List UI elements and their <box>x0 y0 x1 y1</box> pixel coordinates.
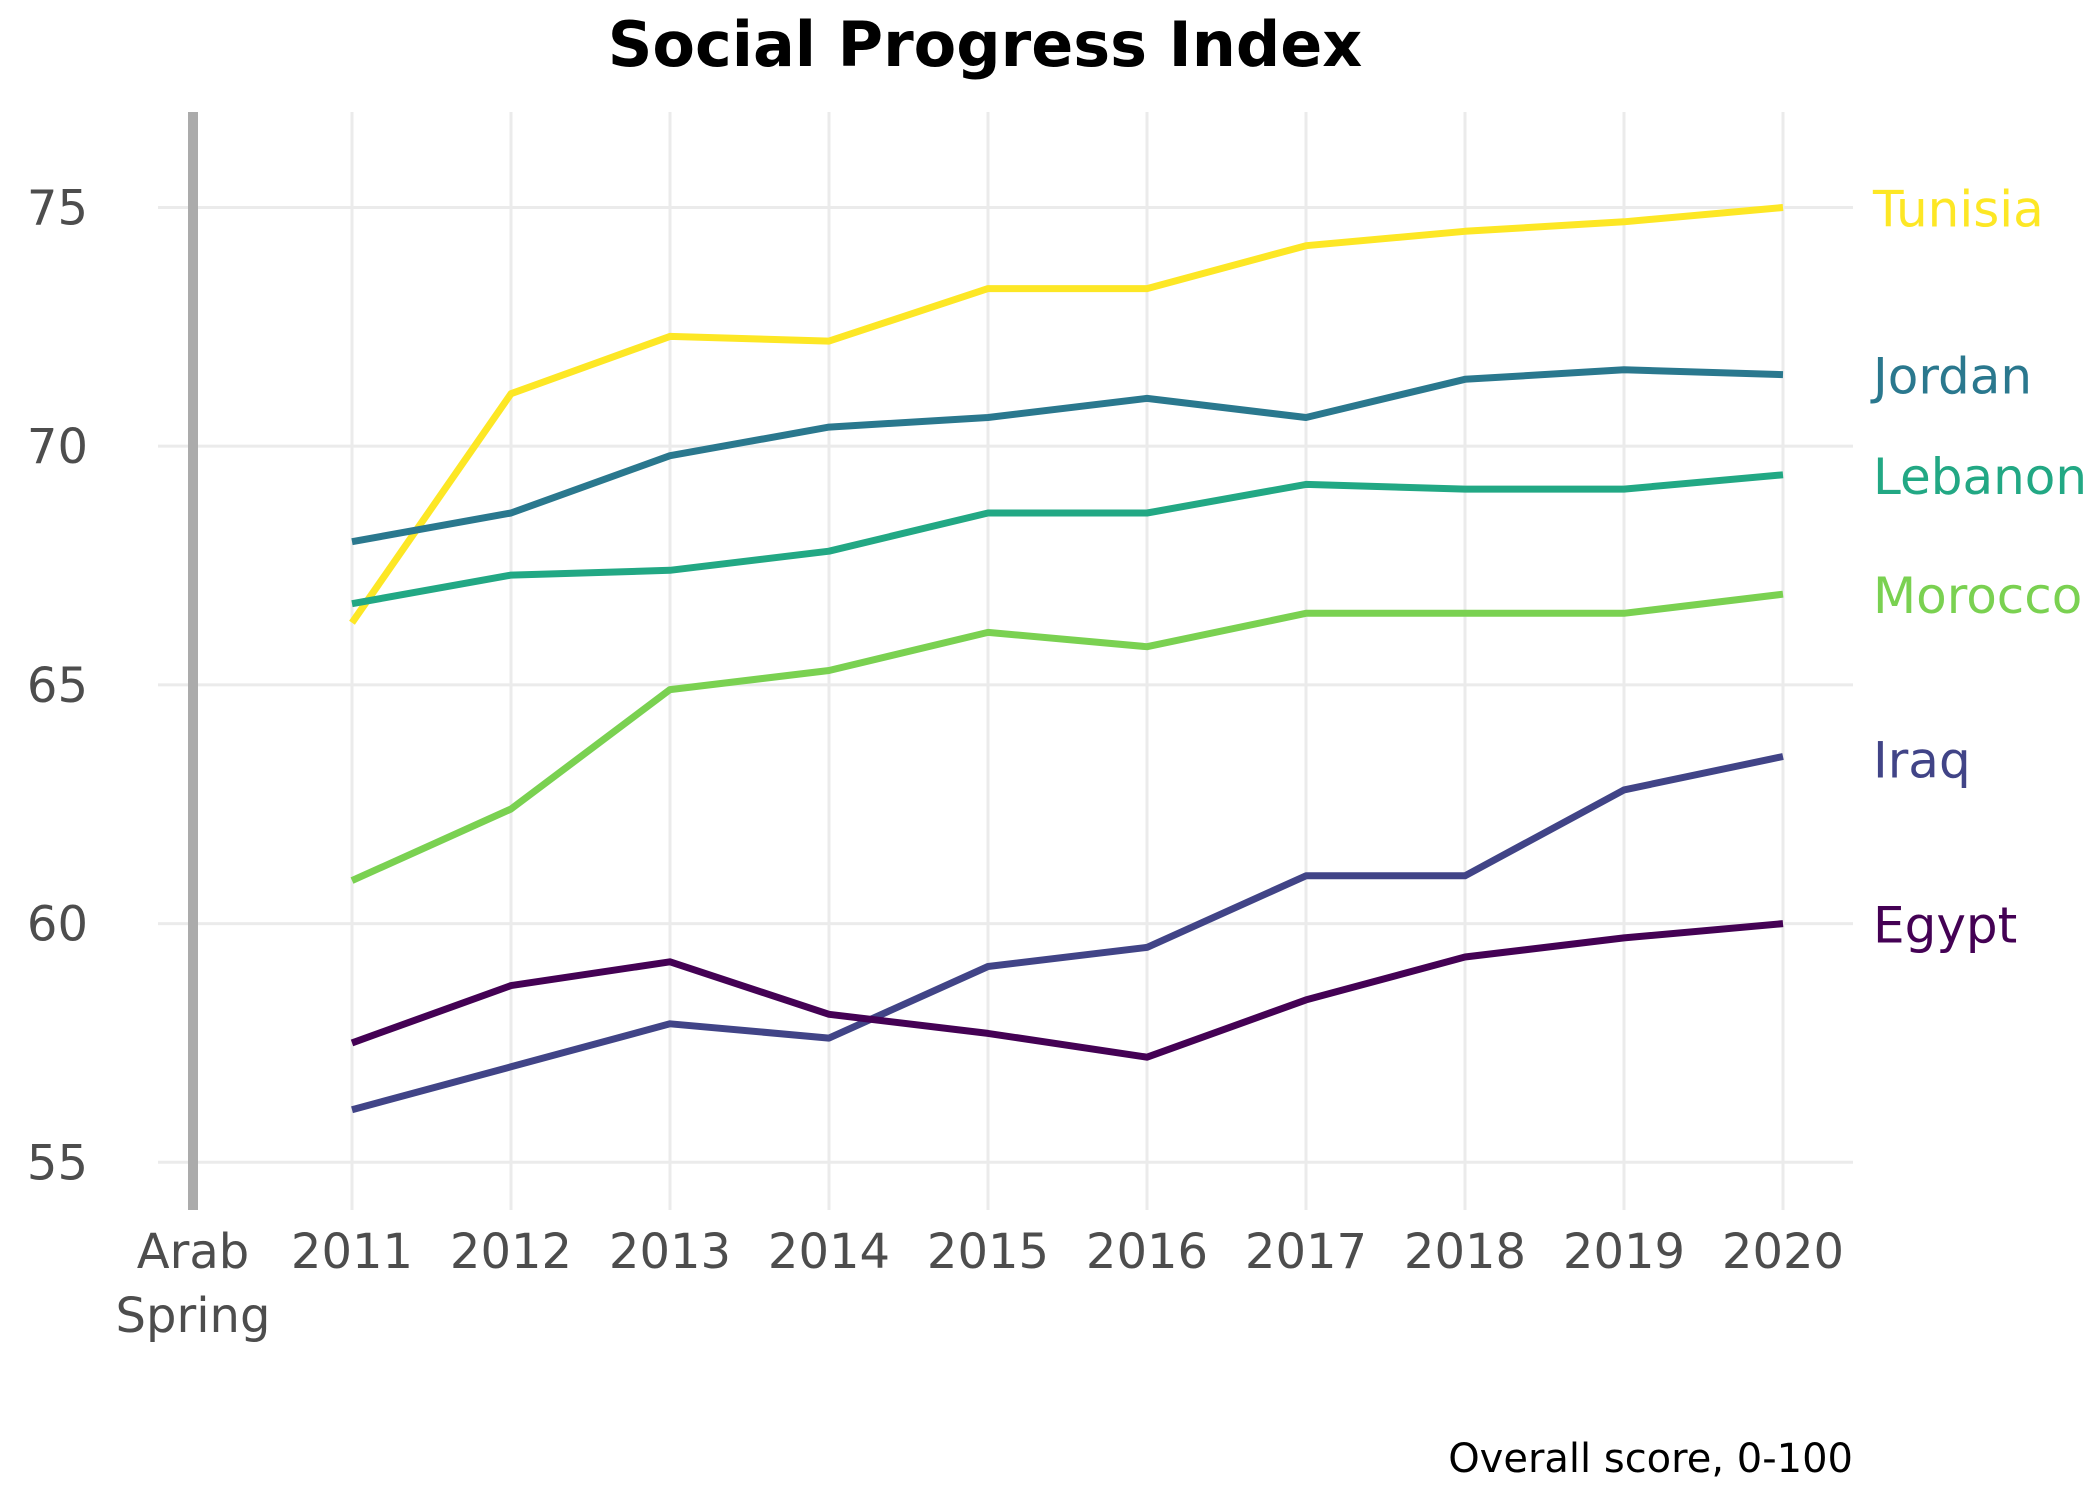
series-line-morocco <box>350 590 1784 884</box>
series-label-lebanon: Lebanon <box>1873 448 2087 506</box>
x-tick-label: 2016 <box>1086 1224 1208 1280</box>
chart-title: Social Progress Index <box>608 8 1363 81</box>
series-lines <box>349 204 1784 1114</box>
x-tick-label: 2017 <box>1245 1224 1367 1280</box>
y-tick-label: 75 <box>27 180 88 236</box>
x-tick-label: 2013 <box>609 1224 731 1280</box>
y-tick-label: 55 <box>27 1135 88 1191</box>
y-axis-ticks: 55 60 65 70 75 <box>27 180 88 1191</box>
x-axis-ticks: Arab Spring 2011 2012 2013 2014 2015 2016 2017 20… <box>116 1224 1845 1344</box>
y-tick-label: 70 <box>27 419 88 475</box>
grid-lines <box>158 112 1853 1210</box>
x-tick-label: Arab Spring <box>116 1224 271 1344</box>
chart-caption: Overall score, 0-100 <box>1448 1436 1853 1482</box>
series-label-tunisia: Tunisia <box>1872 180 2044 238</box>
series-line-egypt <box>350 920 1784 1061</box>
series-label-iraq: Iraq <box>1873 731 1971 789</box>
x-tick-label: 2011 <box>291 1224 413 1280</box>
y-tick-label: 65 <box>27 658 88 714</box>
series-line-lebanon <box>351 471 1784 608</box>
series-labels: Tunisia Jordan Lebanon Morocco Iraq Egypt <box>1870 180 2087 954</box>
x-tick-label: 2018 <box>1404 1224 1526 1280</box>
x-tick-label: 2012 <box>450 1224 572 1280</box>
x-tick-label: 2015 <box>927 1224 1049 1280</box>
x-tick-label: 2019 <box>1563 1224 1685 1280</box>
series-label-morocco: Morocco <box>1873 567 2082 625</box>
y-tick-label: 60 <box>27 897 88 953</box>
series-line-tunisia <box>349 204 1784 625</box>
x-tick-label: 2020 <box>1722 1224 1844 1280</box>
series-label-jordan: Jordan <box>1870 348 2032 406</box>
series-label-egypt: Egypt <box>1873 897 2017 955</box>
x-tick-label: 2014 <box>768 1224 890 1280</box>
series-line-iraq <box>351 753 1784 1114</box>
series-line-jordan <box>351 366 1784 546</box>
